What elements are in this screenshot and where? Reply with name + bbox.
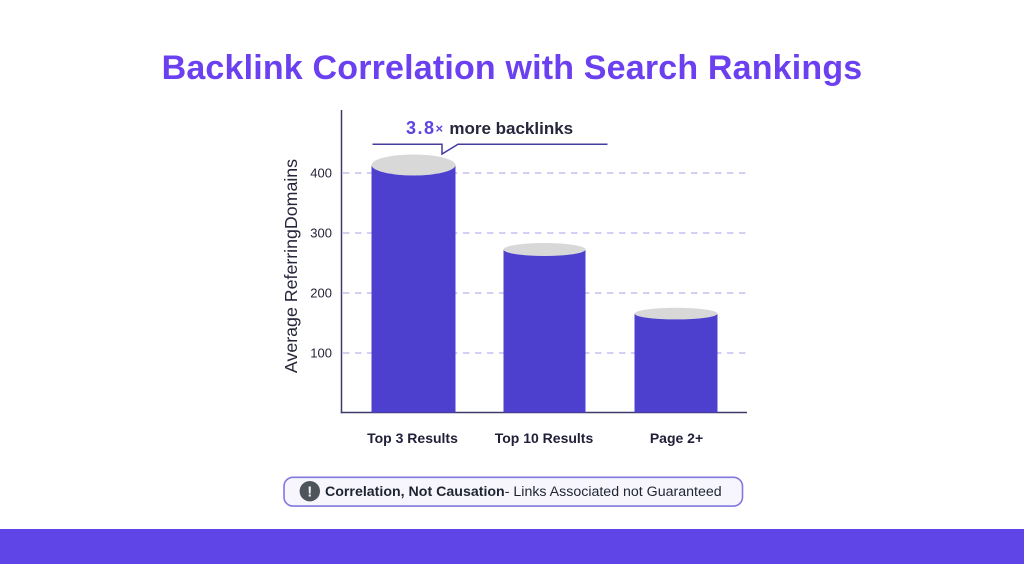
svg-text:300: 300 [310,226,332,241]
svg-text:Top 10 Results: Top 10 Results [495,430,594,446]
svg-text:Top 3 Results: Top 3 Results [367,430,458,446]
svg-text:100: 100 [310,346,332,361]
svg-text:Correlation, Not Causation- Li: Correlation, Not Causation- Links Associ… [325,484,722,500]
svg-text:!: ! [307,484,312,501]
svg-text:Page 2+: Page 2+ [650,430,703,446]
svg-text:Backlink Correlation with Sear: Backlink Correlation with Search Ranking… [162,49,863,87]
svg-text:3.8× more backlinks: 3.8× more backlinks [406,118,573,138]
svg-text:200: 200 [310,286,332,301]
svg-text:400: 400 [310,166,332,181]
svg-text:Average ReferringDomains: Average ReferringDomains [281,159,301,373]
